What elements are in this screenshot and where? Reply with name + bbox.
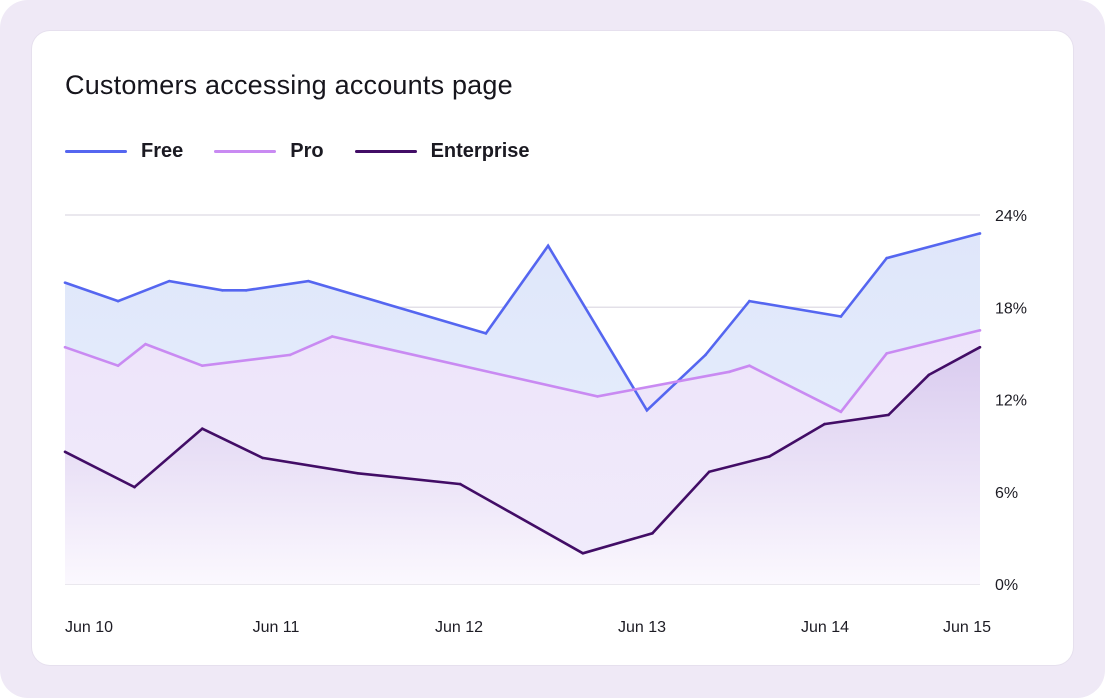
data-point-free xyxy=(546,244,550,248)
y-tick-label: 18% xyxy=(995,300,1027,317)
data-point-pro xyxy=(144,342,147,346)
data-point-free xyxy=(885,256,888,260)
data-point-free xyxy=(63,281,67,284)
data-point-enterprise xyxy=(261,456,264,460)
legend-swatch-enterprise xyxy=(354,149,417,153)
x-tick-label: Jun 10 xyxy=(65,619,113,636)
x-tick-label: Jun 11 xyxy=(253,619,300,636)
legend-swatch-pro xyxy=(214,149,277,153)
data-point-enterprise xyxy=(887,413,890,417)
data-point-pro xyxy=(63,345,67,349)
y-tick-label: 6% xyxy=(995,485,1018,502)
line-free[interactable] xyxy=(64,232,981,413)
legend-swatch-free xyxy=(65,149,127,153)
data-point-enterprise xyxy=(978,345,982,349)
data-point-pro xyxy=(748,364,751,367)
data-point-pro xyxy=(330,335,334,338)
y-axis-ticks: 24% 18% 12% 6% 0% xyxy=(995,208,1027,594)
data-point-free xyxy=(168,279,171,283)
y-tick-label: 0% xyxy=(995,577,1018,594)
data-point-enterprise xyxy=(200,427,204,431)
chart-title: Customers accessing accounts page xyxy=(65,70,513,100)
data-point-pro xyxy=(885,352,888,355)
legend-label-free: Free xyxy=(141,139,184,162)
legend-item-enterprise[interactable]: Enterprise xyxy=(354,139,530,163)
chart-legend: Free Pro Enterprise xyxy=(65,138,561,164)
y-tick-label: 12% xyxy=(995,393,1027,410)
data-point-enterprise xyxy=(651,531,654,535)
data-point-pro xyxy=(596,395,599,398)
data-point-free xyxy=(748,299,751,303)
line-enterprise[interactable] xyxy=(64,346,981,555)
data-point-pro xyxy=(288,353,292,357)
data-point-enterprise xyxy=(356,472,360,475)
line-pro[interactable] xyxy=(64,329,981,414)
data-point-free xyxy=(221,289,224,292)
legend-label-pro: Pro xyxy=(290,139,324,162)
x-tick-label: Jun 15 xyxy=(943,619,991,636)
area-enterprise xyxy=(65,347,980,584)
data-point-free xyxy=(307,279,310,283)
data-point-free xyxy=(116,299,120,303)
x-axis-ticks: Jun 10 Jun 11 Jun 12 Jun 13 Jun 14 Jun 15 xyxy=(65,619,991,636)
data-point-free xyxy=(839,315,843,318)
data-point-pro xyxy=(200,364,204,367)
data-point-enterprise xyxy=(768,455,771,458)
data-point-pro xyxy=(727,370,731,374)
series-lines xyxy=(63,232,982,555)
x-tick-label: Jun 13 xyxy=(618,619,666,636)
data-point-free xyxy=(645,408,649,412)
data-point-free xyxy=(704,353,707,357)
data-point-enterprise xyxy=(133,485,136,489)
data-point-enterprise xyxy=(823,422,826,426)
data-point-enterprise xyxy=(581,551,585,555)
data-point-enterprise xyxy=(927,373,931,377)
series-areas xyxy=(65,233,980,584)
data-point-free xyxy=(484,332,488,335)
data-point-free xyxy=(244,289,248,292)
data-point-enterprise xyxy=(63,450,67,454)
data-point-pro xyxy=(978,329,982,332)
data-point-enterprise xyxy=(707,470,711,474)
x-tick-label: Jun 14 xyxy=(801,619,849,636)
data-point-pro xyxy=(839,410,843,414)
y-tick-label: 24% xyxy=(995,208,1027,225)
x-tick-label: Jun 12 xyxy=(435,619,483,636)
data-point-free xyxy=(978,232,982,235)
legend-item-free[interactable]: Free xyxy=(65,140,183,163)
data-point-pro xyxy=(116,364,120,367)
legend-label-enterprise: Enterprise xyxy=(430,139,530,162)
legend-item-pro[interactable]: Pro xyxy=(214,139,324,163)
data-point-enterprise xyxy=(458,482,462,486)
